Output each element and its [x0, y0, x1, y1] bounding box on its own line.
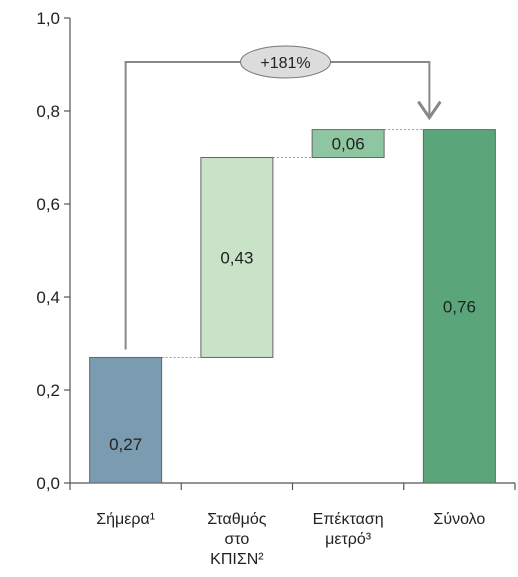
- y-tick-label: 0,8: [36, 102, 60, 121]
- category-label: Σύνολο: [433, 511, 485, 528]
- bar: [311, 129, 385, 159]
- annotation-line: [124, 61, 431, 350]
- category-label-line: Σήμερα¹: [96, 511, 155, 528]
- connectors: [161, 129, 424, 358]
- category-label: Επέκταση μετρό³: [313, 511, 384, 548]
- bar: [422, 129, 496, 484]
- data-label: 0,06: [332, 135, 365, 154]
- bar: [89, 356, 163, 484]
- y-tick-label: 0,4: [36, 288, 60, 307]
- category-label-line: μετρό³: [325, 531, 372, 548]
- data-label: 0,27: [109, 435, 142, 454]
- category-label: Σταθμός στο ΚΠΙΣΝ²: [207, 511, 266, 568]
- bar: [200, 157, 274, 358]
- category-label-line: Σταθμός: [207, 511, 266, 528]
- annotation-arrowhead: [417, 100, 442, 121]
- y-tick-label: 0,6: [36, 195, 60, 214]
- y-tick-label: 1,0: [36, 9, 60, 28]
- annotation-label: +181%: [260, 55, 310, 72]
- y-tick-label: 0,0: [36, 474, 60, 493]
- category-label: Σήμερα¹: [96, 511, 155, 528]
- category-label-line: Επέκταση: [313, 511, 384, 528]
- labels: 0,27 0,43 0,06 0,76 Σήμερα¹ Σταθμός στο ΚΠΙΣΝ² Ε…: [96, 135, 485, 568]
- data-label: 0,76: [443, 297, 476, 316]
- data-label: 0,43: [220, 248, 253, 267]
- growth-annotation: +181%: [124, 45, 442, 350]
- category-label-line: Σύνολο: [433, 511, 485, 528]
- category-label-line: στο: [224, 531, 249, 548]
- bars: [89, 129, 496, 484]
- annotation-badge: [240, 45, 331, 79]
- category-label-line: ΚΠΙΣΝ²: [210, 551, 264, 568]
- y-tick-label: 0,2: [36, 381, 60, 400]
